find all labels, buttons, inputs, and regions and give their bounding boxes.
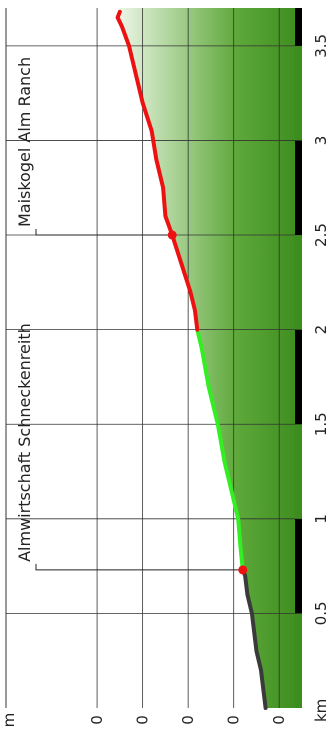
elevation-tick-label: 0 bbox=[270, 715, 288, 725]
waypoint-marker bbox=[167, 230, 177, 240]
x-tick-label: 1 bbox=[312, 514, 330, 524]
elevation-tick-label: 0 bbox=[179, 715, 197, 725]
annotation-leader bbox=[35, 229, 173, 236]
waypoint-marker bbox=[238, 565, 248, 575]
annotation-label: Almwirtschaft Schneckenreith bbox=[15, 323, 34, 562]
tick-labels: 0.5 1 1.5 2 2.5 3 3.5 0 0 0 0 0 bbox=[88, 34, 330, 725]
distance-scale-bar bbox=[295, 8, 302, 708]
annotation-label: Maiskogel Alm Ranch bbox=[15, 57, 34, 227]
elevation-tick-label: 0 bbox=[225, 715, 243, 725]
x-tick-label: 0.5 bbox=[312, 601, 330, 625]
annotations: Almwirtschaft Schneckenreith Maiskogel Al… bbox=[15, 57, 248, 575]
elevation-series-line bbox=[240, 567, 268, 710]
x-tick-label: 2.5 bbox=[312, 223, 330, 247]
x-tick-label: 1.5 bbox=[312, 412, 330, 436]
x-axis-label: km bbox=[312, 699, 330, 722]
elevation-tick-label: 0 bbox=[88, 715, 106, 725]
elevation-series-line bbox=[195, 327, 245, 572]
scale-bar-segment bbox=[295, 518, 302, 614]
scale-bar-segment bbox=[295, 140, 302, 236]
x-tick-label: 3.5 bbox=[312, 34, 330, 58]
scale-bar-segment bbox=[295, 329, 302, 425]
scale-bar-segment bbox=[295, 8, 302, 46]
elevation-series-line bbox=[115, 9, 200, 332]
x-tick-label: 3 bbox=[312, 136, 330, 146]
y-axis-label: m bbox=[0, 713, 18, 728]
elevation-tick-label: 0 bbox=[134, 715, 152, 725]
scale-bar-segment bbox=[295, 235, 302, 330]
scale-bar-segment bbox=[295, 613, 302, 708]
scale-bar-segment bbox=[295, 424, 302, 519]
scale-bar-segment bbox=[295, 45, 302, 141]
annotation-leader bbox=[35, 563, 243, 571]
x-tick-label: 2 bbox=[312, 325, 330, 335]
elevation-lines bbox=[115, 9, 268, 710]
